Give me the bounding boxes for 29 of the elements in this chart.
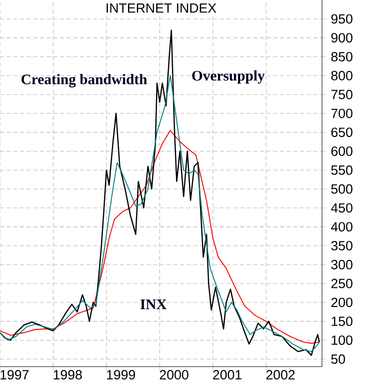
x-tick-label: 1997 <box>0 370 29 380</box>
x-tick-label: 1999 <box>107 370 136 380</box>
y-tick-label: 750 <box>331 90 352 100</box>
y-tick-label: 700 <box>331 108 352 118</box>
y-tick-label: 500 <box>331 184 352 194</box>
y-tick-label: 200 <box>331 298 352 308</box>
x-tick-label: 1998 <box>54 370 82 380</box>
annotation: Oversupply <box>192 70 265 84</box>
y-tick-label: 550 <box>331 165 352 175</box>
y-tick-label: 800 <box>331 70 352 80</box>
y-tick-label: 300 <box>331 260 352 270</box>
y-tick-label: 450 <box>331 203 352 213</box>
chart-title: INTERNET INDEX <box>106 3 216 13</box>
x-tick-label: 2002 <box>266 370 295 380</box>
annotation: Creating bandwidth <box>22 74 148 88</box>
x-tick-label: 2001 <box>213 370 242 380</box>
y-tick-label: 150 <box>332 316 352 326</box>
y-tick-label: 850 <box>331 52 352 62</box>
y-tick-label: 350 <box>331 240 352 250</box>
y-tick-label: 950 <box>331 14 352 24</box>
annotation: INX <box>140 300 167 310</box>
y-tick-label: 900 <box>331 33 352 43</box>
y-tick-label: 50 <box>331 354 346 364</box>
y-tick-label: 600 <box>331 146 352 156</box>
y-tick-label: 100 <box>332 335 352 345</box>
x-tick-label: 2000 <box>160 370 188 380</box>
y-tick-label: 250 <box>331 278 352 288</box>
y-tick-label: 400 <box>331 222 352 232</box>
y-tick-label: 650 <box>331 128 352 138</box>
